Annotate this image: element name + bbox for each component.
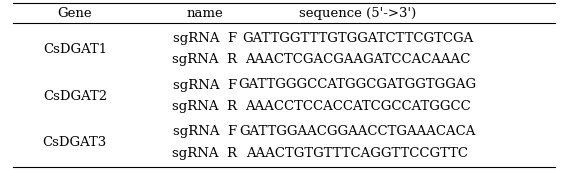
Text: sequence (5'->3'): sequence (5'->3') xyxy=(299,7,416,20)
Text: sgRNA  F: sgRNA F xyxy=(173,125,237,138)
Text: sgRNA  R: sgRNA R xyxy=(172,53,237,66)
Text: AAACTCGACGAAGATCCACAAAC: AAACTCGACGAAGATCCACAAAC xyxy=(245,53,470,66)
Text: GATTGGGCCATGGCGATGGTGGAG: GATTGGGCCATGGCGATGGTGGAG xyxy=(239,79,477,91)
Text: sgRNA  F: sgRNA F xyxy=(173,32,237,45)
Text: AAACTGTGTTTCAGGTTCCGTTC: AAACTGTGTTTCAGGTTCCGTTC xyxy=(247,147,469,160)
Text: sgRNA  R: sgRNA R xyxy=(172,100,237,113)
Text: AAACCTCCACCATCGCCATGGCC: AAACCTCCACCATCGCCATGGCC xyxy=(245,100,470,113)
Text: GATTGGTTTGTGGATCTTCGTCGA: GATTGGTTTGTGGATCTTCGTCGA xyxy=(242,32,473,45)
Text: CsDGAT2: CsDGAT2 xyxy=(43,90,107,103)
Text: Gene: Gene xyxy=(57,7,92,20)
Text: sgRNA  R: sgRNA R xyxy=(172,147,237,160)
Text: GATTGGAACGGAACCTGAAACACA: GATTGGAACGGAACCTGAAACACA xyxy=(239,125,475,138)
Text: CsDGAT1: CsDGAT1 xyxy=(43,42,107,56)
Text: CsDGAT3: CsDGAT3 xyxy=(43,136,107,149)
Text: name: name xyxy=(186,7,223,20)
Text: sgRNA  F: sgRNA F xyxy=(173,79,237,91)
